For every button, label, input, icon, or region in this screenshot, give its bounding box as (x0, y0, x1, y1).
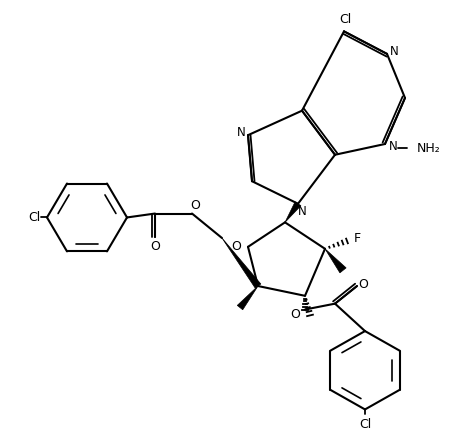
Text: N: N (389, 141, 397, 154)
Text: O: O (358, 277, 368, 291)
Text: Cl: Cl (339, 13, 351, 26)
Text: O: O (231, 240, 241, 253)
Text: O: O (290, 308, 300, 321)
Polygon shape (222, 238, 261, 288)
Polygon shape (285, 202, 301, 222)
Text: N: N (298, 205, 306, 218)
Text: N: N (237, 126, 246, 139)
Text: O: O (150, 240, 160, 253)
Text: NH₂: NH₂ (417, 142, 441, 155)
Polygon shape (325, 249, 346, 273)
Text: Cl: Cl (28, 211, 40, 224)
Text: F: F (354, 231, 361, 245)
Text: N: N (390, 46, 398, 58)
Text: Cl: Cl (359, 418, 371, 430)
Text: O: O (190, 199, 200, 212)
Polygon shape (237, 286, 258, 310)
